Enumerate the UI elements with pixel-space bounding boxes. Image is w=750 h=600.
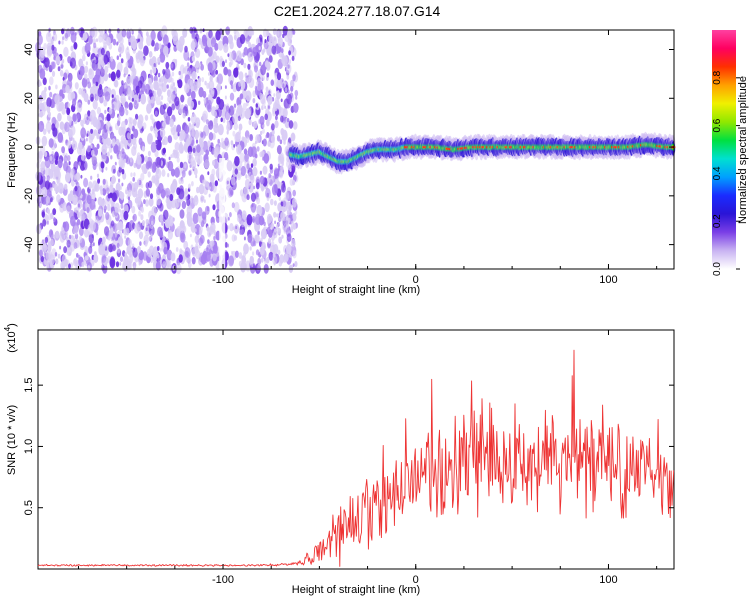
spectrogram-image bbox=[35, 25, 676, 275]
colorbar-tick-label: 0.0 bbox=[712, 262, 723, 276]
colorbar: 0.0 0.2 0.4 0.6 0.8 Normalized spectral ampl… bbox=[712, 30, 749, 276]
spectrogram-ytick-label: 0 bbox=[23, 144, 35, 150]
spectrogram-ytick-label: 40 bbox=[23, 43, 35, 55]
spectrogram-ylabel: Frequency (Hz) bbox=[6, 112, 18, 188]
snr-xtick-label: 100 bbox=[599, 574, 617, 586]
snr-ytick-label: 1.0 bbox=[23, 439, 35, 454]
chart-title: C2E1.2024.277.18.07.G14 bbox=[274, 3, 441, 19]
snr-xtick-label: -100 bbox=[212, 574, 234, 586]
snr-scale-note: (x104) bbox=[3, 323, 18, 353]
snr-ytick-label: 0.5 bbox=[23, 500, 35, 515]
colorbar-ticks: 0.0 0.2 0.4 0.6 0.8 bbox=[712, 70, 740, 276]
svg-text:(x104): (x104) bbox=[3, 323, 18, 353]
colorbar-tick-label: 0.4 bbox=[712, 166, 723, 180]
spectrogram-panel: -100 0 100 -40 -20 0 20 40 Height of straight l… bbox=[6, 25, 676, 296]
snr-series-line bbox=[37, 349, 675, 567]
spectrogram-ytick-label: -20 bbox=[23, 188, 35, 204]
spectrogram-ytick-label: 20 bbox=[23, 92, 35, 104]
colorbar-label: Normalized spectral amplitude bbox=[737, 76, 749, 224]
snr-panel: -100 0 100 0.5 1.0 1.5 Height of straight lin… bbox=[3, 323, 675, 596]
snr-frame bbox=[37, 329, 675, 570]
spectrogram-xtick-label: 0 bbox=[413, 274, 419, 286]
snr-axes: -100 0 100 0.5 1.0 1.5 bbox=[23, 330, 674, 586]
snr-scale-exp: 4 bbox=[3, 326, 12, 331]
snr-xlabel: Height of straight line (km) bbox=[292, 584, 420, 596]
colorbar-tick-label: 0.8 bbox=[712, 70, 723, 84]
snr-xtick-label: 0 bbox=[413, 574, 419, 586]
spectrogram-axes: -100 0 100 -40 -20 0 20 40 bbox=[23, 30, 674, 286]
snr-ylabel: SNR (10 * v/v) bbox=[6, 405, 18, 475]
snr-ytick-label: 1.5 bbox=[23, 378, 35, 393]
colorbar-tick-label: 0.2 bbox=[712, 214, 723, 228]
colorbar-tick-label: 0.6 bbox=[712, 118, 723, 132]
spectrogram-ytick-label: -40 bbox=[23, 237, 35, 253]
spectrogram-xtick-label: -100 bbox=[212, 274, 234, 286]
snr-scale-base: (x10 bbox=[6, 331, 18, 352]
spectrogram-xlabel: Height of straight line (km) bbox=[292, 284, 420, 296]
spectrogram-frame bbox=[37, 29, 675, 270]
colorbar-gradient bbox=[712, 30, 736, 269]
spectrogram-xtick-label: 100 bbox=[599, 274, 617, 286]
